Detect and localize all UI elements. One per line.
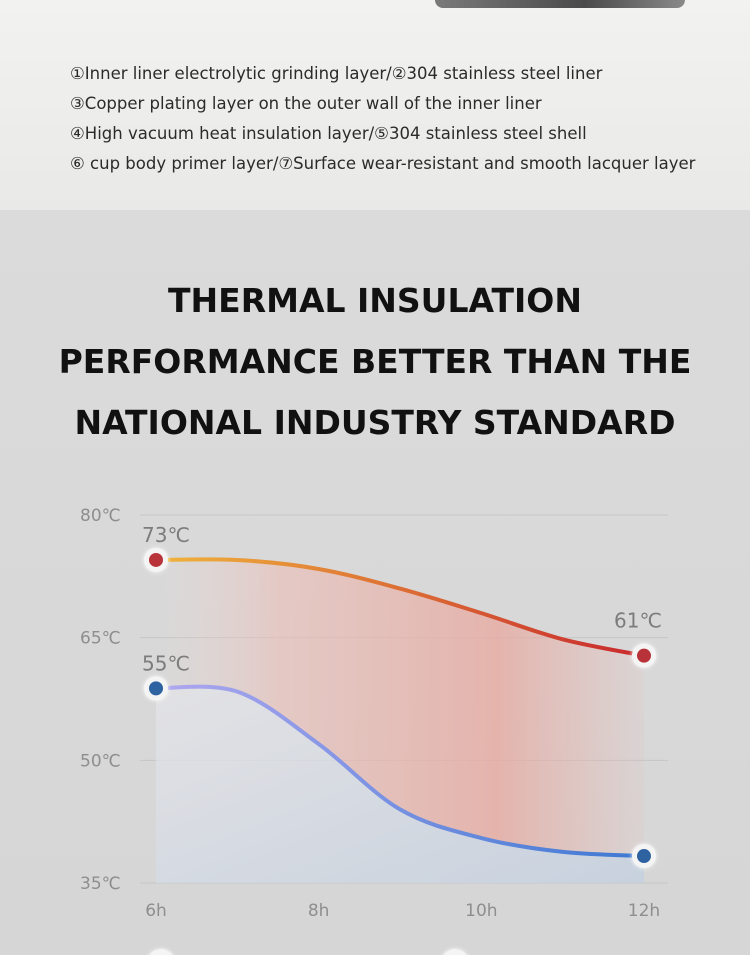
y-axis-ticks: 80℃ 65℃ 50℃ 35℃ (80, 506, 121, 894)
x-tick-label: 10h (465, 901, 497, 921)
start-value-label: 55℃ (142, 651, 190, 675)
heading-line-3: NATIONAL INDUSTRY STANDARD (74, 403, 676, 442)
layer-line-2: ③Copper plating layer on the outer wall … (70, 94, 542, 113)
data-point (149, 552, 163, 567)
x-tick-label: 8h (308, 901, 330, 921)
legend-ring (443, 949, 467, 955)
start-value-label: 73℃ (142, 523, 190, 547)
cold-area-fill (156, 686, 644, 883)
x-tick-label: 6h (145, 901, 167, 921)
layer-description-panel: ①Inner liner electrolytic grinding layer… (0, 0, 750, 210)
layer-line-1: ①Inner liner electrolytic grinding layer… (70, 64, 603, 83)
y-tick-label: 50℃ (80, 751, 121, 771)
y-tick-label: 65℃ (80, 629, 121, 649)
x-axis-ticks: 6h 8h 10h 12h (145, 901, 660, 921)
section-heading: THERMAL INSULATION PERFORMANCE BETTER TH… (0, 270, 750, 453)
data-point (149, 681, 163, 696)
series-line (154, 557, 646, 658)
end-value-label: 61℃ (614, 609, 662, 633)
layer-line-3: ④High vacuum heat insulation layer/⑤304 … (70, 124, 587, 143)
layer-list: ①Inner liner electrolytic grinding layer… (70, 62, 695, 182)
series-line (154, 684, 646, 859)
series: 73℃ 61℃ 55℃ (142, 523, 662, 869)
y-tick-label: 35℃ (80, 874, 121, 894)
data-point (637, 648, 651, 663)
data-point (637, 849, 651, 864)
heading-line-1: THERMAL INSULATION (168, 281, 582, 320)
temperature-chart: 80℃ 65℃ 50℃ 35℃ 6h 8h 10h 12h 73℃ 61℃ 55℃ (80, 506, 668, 955)
heading-line-2: PERFORMANCE BETTER THAN THE (58, 342, 692, 381)
y-tick-label: 80℃ (80, 506, 121, 526)
x-tick-label: 12h (628, 901, 660, 921)
legend (149, 949, 467, 955)
layer-line-4: ⑥ cup body primer layer/⑦Surface wear-re… (70, 154, 696, 173)
legend-ring (149, 949, 173, 955)
hot-area-fill (156, 559, 644, 857)
product-edge-shadow (435, 0, 685, 8)
